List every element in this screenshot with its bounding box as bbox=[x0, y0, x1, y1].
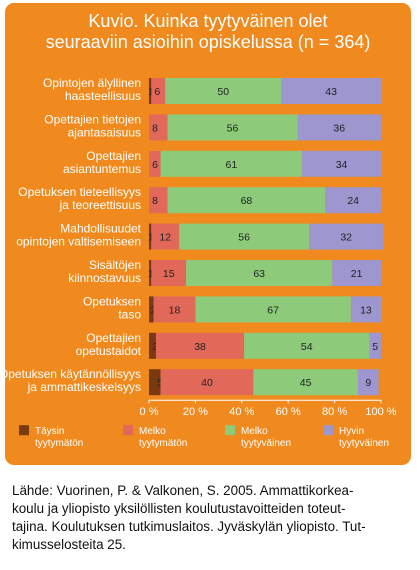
legend-swatch bbox=[323, 425, 333, 436]
data-label: 56 bbox=[238, 232, 250, 244]
bar-segment bbox=[149, 78, 152, 104]
x-tick-label: 80 % bbox=[322, 406, 347, 418]
data-label: 43 bbox=[325, 86, 337, 98]
bar-segment bbox=[151, 260, 187, 286]
data-label: 18 bbox=[169, 304, 181, 316]
data-label: 67 bbox=[267, 304, 279, 316]
data-label: 15 bbox=[163, 268, 175, 280]
category-label: Opettajien tietojen ajantasaisuus bbox=[44, 112, 141, 139]
data-label: 9 bbox=[365, 377, 371, 389]
legend-swatch bbox=[123, 425, 133, 436]
bar-segment bbox=[149, 260, 152, 286]
source-line-3: tajina. Koulutuksen tutkimuslaitos. Jyvä… bbox=[12, 519, 366, 534]
data-label: 21 bbox=[351, 268, 363, 280]
data-label: 5 bbox=[372, 341, 378, 353]
bar-segment bbox=[149, 369, 161, 396]
data-label: 2 bbox=[150, 304, 156, 316]
bar-segment bbox=[151, 78, 166, 104]
data-label: 24 bbox=[347, 195, 359, 207]
data-label: 45 bbox=[300, 377, 312, 389]
x-tick-label: 40 % bbox=[229, 406, 254, 418]
bar-segment bbox=[253, 369, 358, 396]
bar-segment bbox=[151, 223, 180, 250]
legend-label: Melko tyytymätön bbox=[139, 426, 187, 449]
data-label: 40 bbox=[201, 377, 213, 389]
chart-title-line-2: seuraaviin asioihin opiskelussa (n = 364… bbox=[45, 32, 371, 52]
x-tick-label: 60 % bbox=[276, 406, 301, 418]
category-label: Opetuksen taso bbox=[83, 294, 141, 321]
source-citation: Lähde: Vuorinen, P. & Valkonen, S. 2005.… bbox=[12, 482, 412, 554]
data-label: 1 bbox=[148, 86, 154, 98]
bar-segment bbox=[149, 150, 161, 177]
category-label: Opettajien asiantuntemus bbox=[63, 149, 141, 176]
data-label: 3 bbox=[153, 341, 159, 353]
legend-label: Melko tyytyväinen bbox=[241, 426, 291, 449]
data-label: 68 bbox=[241, 195, 253, 207]
legend-swatch bbox=[225, 425, 235, 436]
bar-segment bbox=[302, 150, 381, 177]
stacked-bar-chart: Opintojen älyllinen haasteellisuus 1 6 50 43O… bbox=[5, 76, 397, 449]
data-label: 36 bbox=[333, 122, 345, 134]
bar-segment bbox=[149, 114, 168, 141]
bar-segment bbox=[149, 296, 154, 323]
bar-segment bbox=[186, 260, 333, 286]
bar-segment bbox=[167, 114, 298, 141]
legend-swatch bbox=[19, 425, 29, 436]
data-label: 34 bbox=[336, 159, 348, 171]
bar-segment bbox=[149, 223, 152, 250]
bar-segment bbox=[281, 78, 381, 104]
category-label: Opetuksen käytännöllisyys ja ammattikeske… bbox=[5, 367, 141, 394]
data-label: 6 bbox=[152, 159, 158, 171]
bar-segment bbox=[179, 223, 310, 250]
bar-segment bbox=[244, 332, 370, 359]
category-label: Opetuksen tieteellisyys ja teoreettisuus bbox=[18, 185, 141, 212]
source-line-2: koulu ja yliopisto yksilöllisten koulutu… bbox=[12, 501, 346, 516]
data-label: 8 bbox=[152, 195, 158, 207]
bar-segment bbox=[195, 296, 351, 323]
data-label: 1 bbox=[148, 268, 154, 280]
category-label: Mahdollisuudet opintojen valtisemiseen bbox=[16, 222, 141, 249]
chart-title: Kuvio. Kuinka tyytyväinen olet seuraavii… bbox=[5, 11, 411, 53]
data-label: 50 bbox=[217, 86, 229, 98]
bar-segment bbox=[149, 187, 168, 214]
bar-segment bbox=[350, 296, 381, 323]
x-tick-label: 100 % bbox=[365, 406, 396, 418]
bar-segment bbox=[309, 223, 384, 250]
bar-segment bbox=[357, 369, 379, 396]
data-label: 32 bbox=[340, 232, 352, 244]
data-label: 38 bbox=[194, 341, 206, 353]
bar-segment bbox=[369, 332, 381, 359]
category-label: Opettajien opetustaidot bbox=[76, 331, 142, 358]
x-tick-label: 0 % bbox=[140, 406, 159, 418]
source-line-4: kimusselosteita 25. bbox=[12, 537, 126, 552]
data-label: 56 bbox=[227, 122, 239, 134]
bar-segment bbox=[297, 114, 381, 141]
source-line-1: Lähde: Vuorinen, P. & Valkonen, S. 2005.… bbox=[12, 483, 354, 498]
bar-segment bbox=[149, 332, 156, 359]
x-tick-label: 20 % bbox=[183, 406, 208, 418]
bar-segment bbox=[153, 296, 196, 323]
bar-segment bbox=[165, 78, 282, 104]
bar-segment bbox=[167, 187, 326, 214]
data-label: 13 bbox=[360, 304, 372, 316]
data-label: 12 bbox=[159, 232, 171, 244]
data-label: 5 bbox=[157, 377, 163, 389]
bar-segment bbox=[325, 187, 381, 214]
category-label: Opintojen älyllinen haasteellisuus bbox=[43, 76, 141, 103]
data-label: 1 bbox=[148, 232, 154, 244]
bar-segment bbox=[160, 150, 303, 177]
bar-segment bbox=[332, 260, 381, 286]
bar-segment bbox=[160, 369, 254, 396]
data-label: 61 bbox=[226, 159, 238, 171]
data-label: 54 bbox=[301, 341, 313, 353]
legend-label: Täysin tyytymätön bbox=[35, 426, 83, 449]
data-label: 63 bbox=[253, 268, 265, 280]
chart-title-line-1: Kuvio. Kuinka tyytyväinen olet bbox=[88, 11, 328, 31]
bar-segment bbox=[155, 332, 245, 359]
data-label: 6 bbox=[154, 86, 160, 98]
legend-label: Hyvin tyytyväinen bbox=[339, 426, 389, 449]
chart-frame: Kuvio. Kuinka tyytyväinen olet seuraavii… bbox=[5, 3, 411, 465]
data-label: 8 bbox=[152, 122, 158, 134]
category-label: Sisältöjen kiinnostavuus bbox=[68, 258, 141, 285]
